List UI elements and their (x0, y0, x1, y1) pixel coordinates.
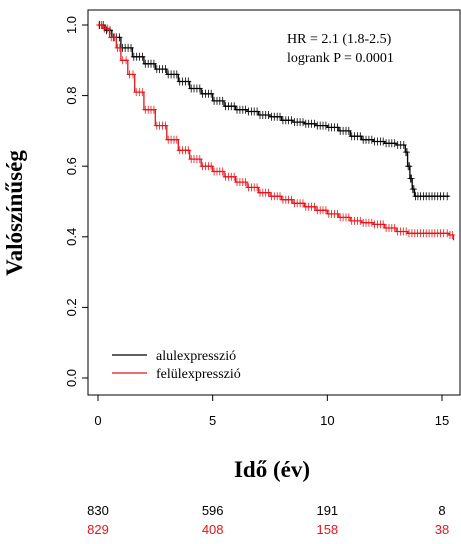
censor-mark (254, 183, 261, 192)
risk-table-cell: 830 (87, 503, 109, 518)
plot-border (87, 9, 461, 396)
censor-mark (368, 218, 375, 227)
censor-mark (219, 167, 226, 176)
legend-label-alulexpresszio: alulexpresszió (156, 349, 236, 364)
risk-table-cell: 191 (316, 503, 338, 518)
censor-mark (403, 227, 410, 236)
y-tick-label: 0.4 (64, 228, 79, 246)
x-tick-label: 5 (209, 413, 216, 428)
censor-mark (368, 135, 375, 144)
censor-mark (231, 102, 238, 111)
censor-mark (219, 96, 226, 105)
censor-mark (444, 192, 451, 201)
censor-mark (410, 185, 417, 194)
series-layer (96, 21, 456, 241)
censor-mark (400, 141, 407, 149)
censor-mark (162, 121, 169, 130)
censor-mark (111, 33, 118, 42)
censor-mark (128, 43, 134, 52)
censor-mark (391, 224, 398, 232)
censor-mark (231, 172, 238, 181)
censor-mark (196, 84, 203, 93)
risk-table-cell: 829 (87, 522, 109, 537)
x-tick-label: 0 (94, 413, 101, 428)
censor-mark (322, 206, 329, 215)
hazard-ratio-annotation: HR = 2.1 (1.8-2.5) (287, 32, 392, 47)
censor-mark (98, 21, 105, 29)
censor-mark (288, 116, 295, 125)
y-tick-label: 0.6 (64, 157, 79, 175)
y-axis: 0.0 0.2 0.4 0.6 0.8 1.0 (64, 16, 88, 387)
censor-mark (380, 220, 387, 229)
risk-table-cell: 158 (316, 522, 338, 537)
censor-mark (277, 192, 283, 201)
censor-mark (449, 231, 456, 239)
risk-table: 830 596 191 8 829 408 158 38 (87, 503, 449, 537)
x-tick-label: 15 (435, 413, 449, 428)
censor-mark (406, 162, 413, 171)
censor-mark (254, 107, 261, 116)
censor-mark (311, 119, 318, 128)
censor-mark (116, 43, 123, 52)
censor-mark (173, 70, 180, 79)
censor-mark (404, 148, 410, 157)
y-tick-label: 0.2 (64, 298, 79, 316)
censor-mark (130, 70, 136, 79)
legend: alulexpresszió felülexpresszió (112, 349, 241, 382)
censor-mark (334, 123, 341, 132)
censor-mark (265, 188, 272, 197)
censor-mark (208, 162, 215, 171)
series-line-felulexpresszio (98, 24, 455, 241)
risk-table-cell: 38 (435, 522, 449, 537)
censor-mark (357, 132, 364, 141)
y-axis-label: Valószínűség (2, 150, 27, 276)
x-axis-label: Idő (év) (234, 457, 310, 482)
censor-mark (123, 56, 130, 65)
risk-table-cell: 596 (202, 503, 224, 518)
censor-mark (380, 137, 387, 146)
censor-mark (408, 174, 415, 183)
censor-mark (150, 105, 157, 114)
censor-mark (300, 118, 306, 127)
censor-mark (357, 216, 364, 225)
censor-mark (139, 88, 146, 97)
x-axis: 0 5 10 15 (94, 395, 449, 428)
censor-marks-felulexpresszio (96, 21, 456, 239)
censor-mark (185, 146, 192, 155)
censor-mark (162, 65, 169, 74)
legend-label-felulexpresszio: felülexpresszió (156, 367, 241, 382)
y-tick-label: 0.0 (64, 369, 79, 387)
x-tick-label: 10 (320, 413, 334, 428)
y-tick-label: 0.8 (64, 87, 79, 105)
censor-mark (196, 155, 203, 164)
censor-mark (300, 199, 306, 208)
censor-marks-alulexpresszio (96, 21, 451, 201)
censor-mark (208, 89, 215, 98)
y-tick-label: 1.0 (64, 16, 79, 34)
censor-mark (345, 126, 352, 135)
censor-mark (391, 139, 398, 148)
censor-mark (277, 112, 283, 121)
censor-mark (104, 24, 111, 33)
censor-mark (139, 52, 146, 61)
censor-mark (265, 111, 272, 119)
risk-table-cell: 408 (202, 522, 224, 537)
censor-mark (334, 209, 341, 218)
censor-mark (322, 121, 329, 130)
censor-mark (150, 59, 157, 68)
censor-mark (311, 202, 318, 211)
risk-table-cell: 8 (438, 503, 445, 518)
logrank-annotation: logrank P = 0.0001 (287, 51, 394, 66)
censor-mark (185, 77, 192, 86)
censor-mark (444, 229, 451, 238)
censor-mark (242, 105, 249, 114)
censor-mark (173, 135, 180, 144)
censor-mark (242, 178, 249, 187)
censor-mark (288, 195, 295, 204)
plot-frame (87, 9, 461, 396)
censor-mark (345, 213, 352, 222)
